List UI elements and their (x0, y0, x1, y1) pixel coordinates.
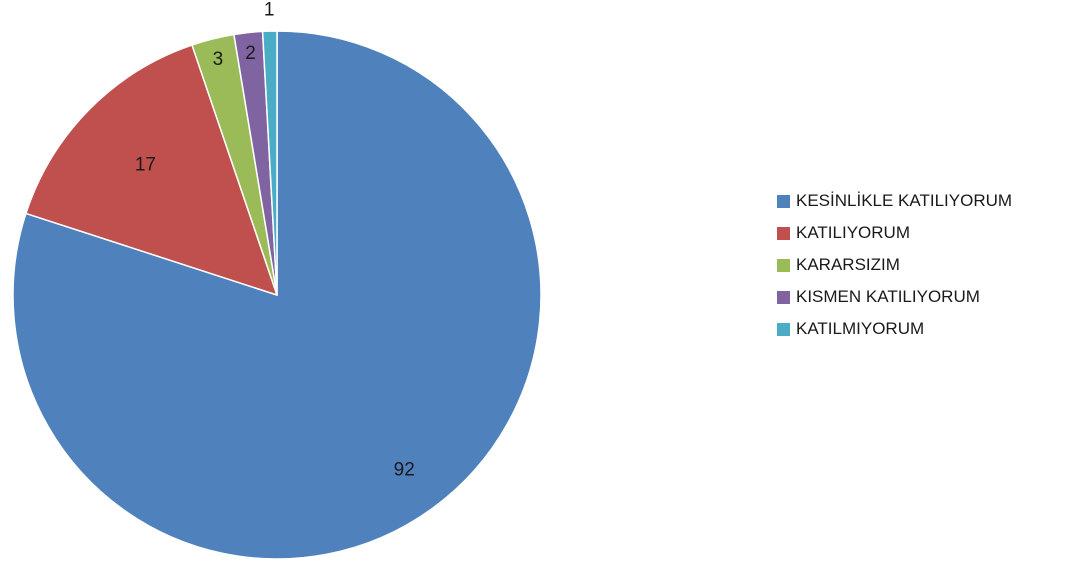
pie-data-label: 92 (394, 460, 415, 481)
pie-data-label: 2 (245, 43, 256, 64)
pie-data-labels: 92 17 3 2 1 (135, 0, 415, 481)
legend-item: KARARSIZIM (777, 249, 1012, 281)
legend-label: KESİNLİKLE KATILIYORUM (796, 191, 1013, 210)
pie-slice (25, 44, 278, 296)
legend-item: KATILMIYORUM (777, 313, 1012, 345)
pie-data-label: 1 (264, 0, 275, 20)
pie-data-label: 3 (213, 49, 224, 70)
legend-item: KISMEN KATILIYORUM (777, 281, 1012, 313)
chart-legend: KESİNLİKLE KATILIYORUM KATILIYORUM KARAR… (777, 185, 1012, 345)
legend-label: KATILIYORUM (796, 223, 910, 242)
pie-data-label: 17 (135, 155, 156, 176)
legend-item: KATILIYORUM (777, 217, 1012, 249)
legend-swatch (777, 290, 790, 304)
legend-item: KESİNLİKLE KATILIYORUM (777, 185, 1012, 217)
legend-swatch (777, 226, 790, 240)
legend-label: KATILMIYORUM (796, 319, 925, 338)
legend-swatch (777, 194, 790, 208)
pie-slices (12, 30, 542, 560)
legend-swatch (777, 258, 790, 272)
pie-slice (261, 30, 278, 296)
legend-label: KISMEN KATILIYORUM (796, 287, 980, 306)
legend-swatch (777, 322, 790, 336)
legend-label: KARARSIZIM (796, 255, 900, 274)
